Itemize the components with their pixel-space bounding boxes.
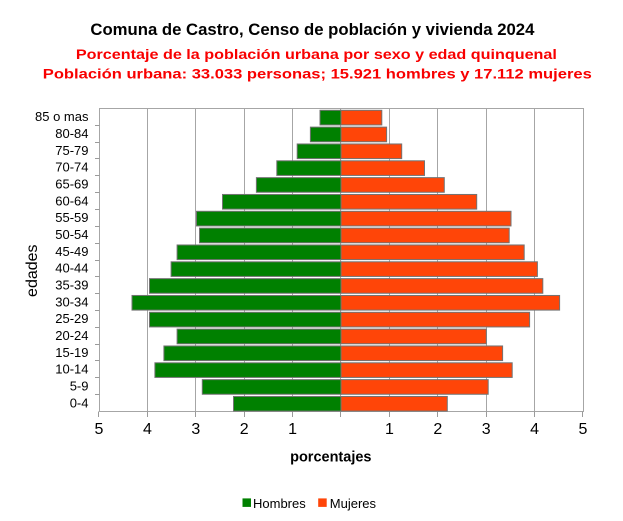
svg-text:0-4: 0-4	[70, 395, 89, 410]
svg-text:35-39: 35-39	[55, 278, 88, 293]
svg-text:Mujeres: Mujeres	[330, 496, 377, 511]
svg-text:2: 2	[433, 421, 442, 438]
svg-text:55-59: 55-59	[55, 210, 88, 225]
svg-text:4: 4	[143, 421, 152, 438]
svg-text:5: 5	[579, 421, 588, 438]
svg-text:Comuna de Castro, Censo de pob: Comuna de Castro, Censo de población y v…	[90, 20, 535, 39]
svg-text:Porcentaje de la población urb: Porcentaje de la población urbana por se…	[76, 47, 557, 62]
svg-text:Hombres: Hombres	[253, 496, 306, 511]
svg-text:porcentajes: porcentajes	[290, 450, 371, 466]
svg-text:80-84: 80-84	[55, 126, 88, 141]
svg-text:1: 1	[385, 421, 394, 438]
svg-text:4: 4	[530, 421, 539, 438]
svg-text:50-54: 50-54	[55, 227, 88, 242]
svg-text:5-9: 5-9	[70, 379, 89, 394]
svg-text:3: 3	[482, 421, 491, 438]
svg-text:3: 3	[191, 421, 200, 438]
svg-text:65-69: 65-69	[55, 177, 88, 192]
svg-text:Población urbana: 33.033 perso: Población urbana: 33.033 personas; 15.92…	[43, 67, 592, 82]
svg-text:1: 1	[288, 421, 297, 438]
svg-text:15-19: 15-19	[55, 345, 88, 360]
svg-text:2: 2	[240, 421, 249, 438]
svg-text:20-24: 20-24	[55, 328, 88, 343]
svg-text:85 o mas: 85 o mas	[35, 109, 89, 124]
svg-text:45-49: 45-49	[55, 244, 88, 259]
svg-text:30-34: 30-34	[55, 294, 88, 309]
svg-text:40-44: 40-44	[55, 261, 88, 276]
svg-text:edades: edades	[24, 244, 41, 297]
svg-text:70-74: 70-74	[55, 160, 88, 175]
svg-text:75-79: 75-79	[55, 143, 88, 158]
svg-text:25-29: 25-29	[55, 311, 88, 326]
svg-text:10-14: 10-14	[55, 362, 88, 377]
svg-text:5: 5	[95, 421, 104, 438]
svg-text:60-64: 60-64	[55, 193, 88, 208]
